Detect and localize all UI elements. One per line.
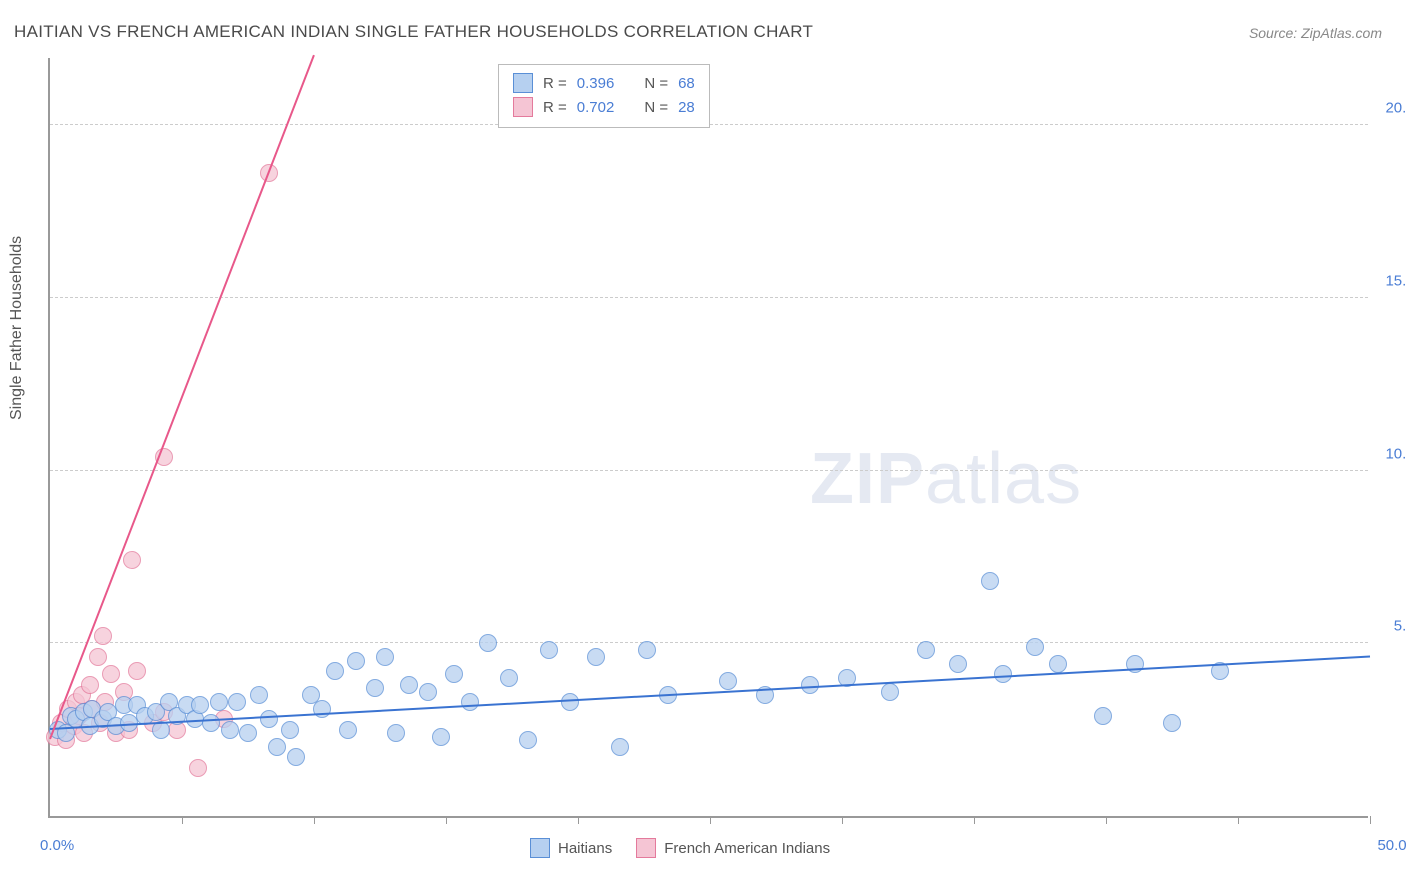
scatter-point-haitians (540, 641, 558, 659)
scatter-point-french (102, 665, 120, 683)
scatter-point-haitians (202, 714, 220, 732)
scatter-point-haitians (917, 641, 935, 659)
stats-n-label: N = (644, 75, 668, 92)
chart-title: HAITIAN VS FRENCH AMERICAN INDIAN SINGLE… (14, 22, 813, 42)
scatter-point-haitians (268, 738, 286, 756)
y-axis-label: Single Father Households (8, 236, 26, 420)
scatter-point-haitians (387, 724, 405, 742)
x-tick (974, 816, 975, 824)
y-tick-label: 20.0% (1385, 100, 1406, 117)
y-tick-label: 10.0% (1385, 445, 1406, 462)
scatter-point-haitians (326, 662, 344, 680)
haitians-swatch-icon (530, 838, 550, 858)
grid-line (50, 470, 1368, 471)
y-tick-label: 15.0% (1385, 272, 1406, 289)
scatter-point-haitians (981, 572, 999, 590)
scatter-point-french (189, 759, 207, 777)
grid-line (50, 297, 1368, 298)
scatter-point-french (128, 662, 146, 680)
legend-label-french: French American Indians (664, 840, 830, 857)
x-tick (1106, 816, 1107, 824)
scatter-point-haitians (250, 686, 268, 704)
x-axis-min-label: 0.0% (40, 837, 74, 854)
scatter-point-haitians (519, 731, 537, 749)
scatter-point-french (94, 627, 112, 645)
scatter-point-haitians (339, 721, 357, 739)
scatter-point-haitians (210, 693, 228, 711)
x-tick (578, 816, 579, 824)
scatter-point-haitians (479, 634, 497, 652)
stats-r-label: R = (543, 75, 567, 92)
legend-item-haitians: Haitians (530, 838, 612, 858)
stats-r-value-french: 0.702 (577, 99, 615, 116)
scatter-point-french (81, 676, 99, 694)
scatter-point-haitians (949, 655, 967, 673)
scatter-point-haitians (366, 679, 384, 697)
stats-r-value-haitians: 0.396 (577, 75, 615, 92)
scatter-point-haitians (719, 672, 737, 690)
scatter-point-haitians (419, 683, 437, 701)
scatter-point-haitians (638, 641, 656, 659)
scatter-point-haitians (287, 748, 305, 766)
scatter-point-haitians (461, 693, 479, 711)
scatter-point-haitians (1049, 655, 1067, 673)
x-axis-max-label: 50.0% (1377, 837, 1406, 854)
stats-n-label: N = (644, 99, 668, 116)
scatter-point-haitians (432, 728, 450, 746)
x-tick (842, 816, 843, 824)
x-tick (182, 816, 183, 824)
y-tick-label: 5.0% (1394, 618, 1406, 635)
stats-n-value-french: 28 (678, 99, 695, 116)
stats-n-value-haitians: 68 (678, 75, 695, 92)
watermark: ZIPatlas (810, 438, 1082, 520)
french-swatch-icon (513, 97, 533, 117)
scatter-point-haitians (221, 721, 239, 739)
scatter-point-haitians (801, 676, 819, 694)
source-label: Source: ZipAtlas.com (1249, 25, 1382, 41)
scatter-point-haitians (376, 648, 394, 666)
scatter-point-haitians (587, 648, 605, 666)
watermark-atlas: atlas (925, 439, 1082, 519)
scatter-point-haitians (260, 710, 278, 728)
scatter-point-haitians (611, 738, 629, 756)
scatter-point-haitians (191, 696, 209, 714)
scatter-point-haitians (281, 721, 299, 739)
stats-box: R = 0.396 N = 68 R = 0.702 N = 28 (498, 64, 710, 128)
scatter-point-haitians (400, 676, 418, 694)
scatter-point-haitians (228, 693, 246, 711)
scatter-point-haitians (1163, 714, 1181, 732)
watermark-zip: ZIP (810, 439, 925, 519)
legend-label-haitians: Haitians (558, 840, 612, 857)
haitians-swatch-icon (513, 73, 533, 93)
legend-item-french: French American Indians (636, 838, 830, 858)
stats-r-label: R = (543, 99, 567, 116)
scatter-point-haitians (347, 652, 365, 670)
scatter-point-haitians (1026, 638, 1044, 656)
scatter-point-haitians (881, 683, 899, 701)
x-tick (446, 816, 447, 824)
french-swatch-icon (636, 838, 656, 858)
scatter-point-haitians (1094, 707, 1112, 725)
x-tick (314, 816, 315, 824)
scatter-point-haitians (445, 665, 463, 683)
scatter-point-haitians (561, 693, 579, 711)
x-tick (1238, 816, 1239, 824)
scatter-point-french (123, 551, 141, 569)
grid-line (50, 642, 1368, 643)
scatter-point-haitians (500, 669, 518, 687)
x-tick (1370, 816, 1371, 824)
x-tick (710, 816, 711, 824)
stats-row-french: R = 0.702 N = 28 (513, 95, 695, 119)
plot-area: ZIPatlas 5.0%10.0%15.0%20.0% 0.0% 50.0% … (48, 58, 1368, 818)
legend: Haitians French American Indians (530, 838, 830, 858)
trend-line-french (49, 55, 315, 740)
stats-row-haitians: R = 0.396 N = 68 (513, 71, 695, 95)
scatter-point-french (89, 648, 107, 666)
scatter-point-haitians (239, 724, 257, 742)
